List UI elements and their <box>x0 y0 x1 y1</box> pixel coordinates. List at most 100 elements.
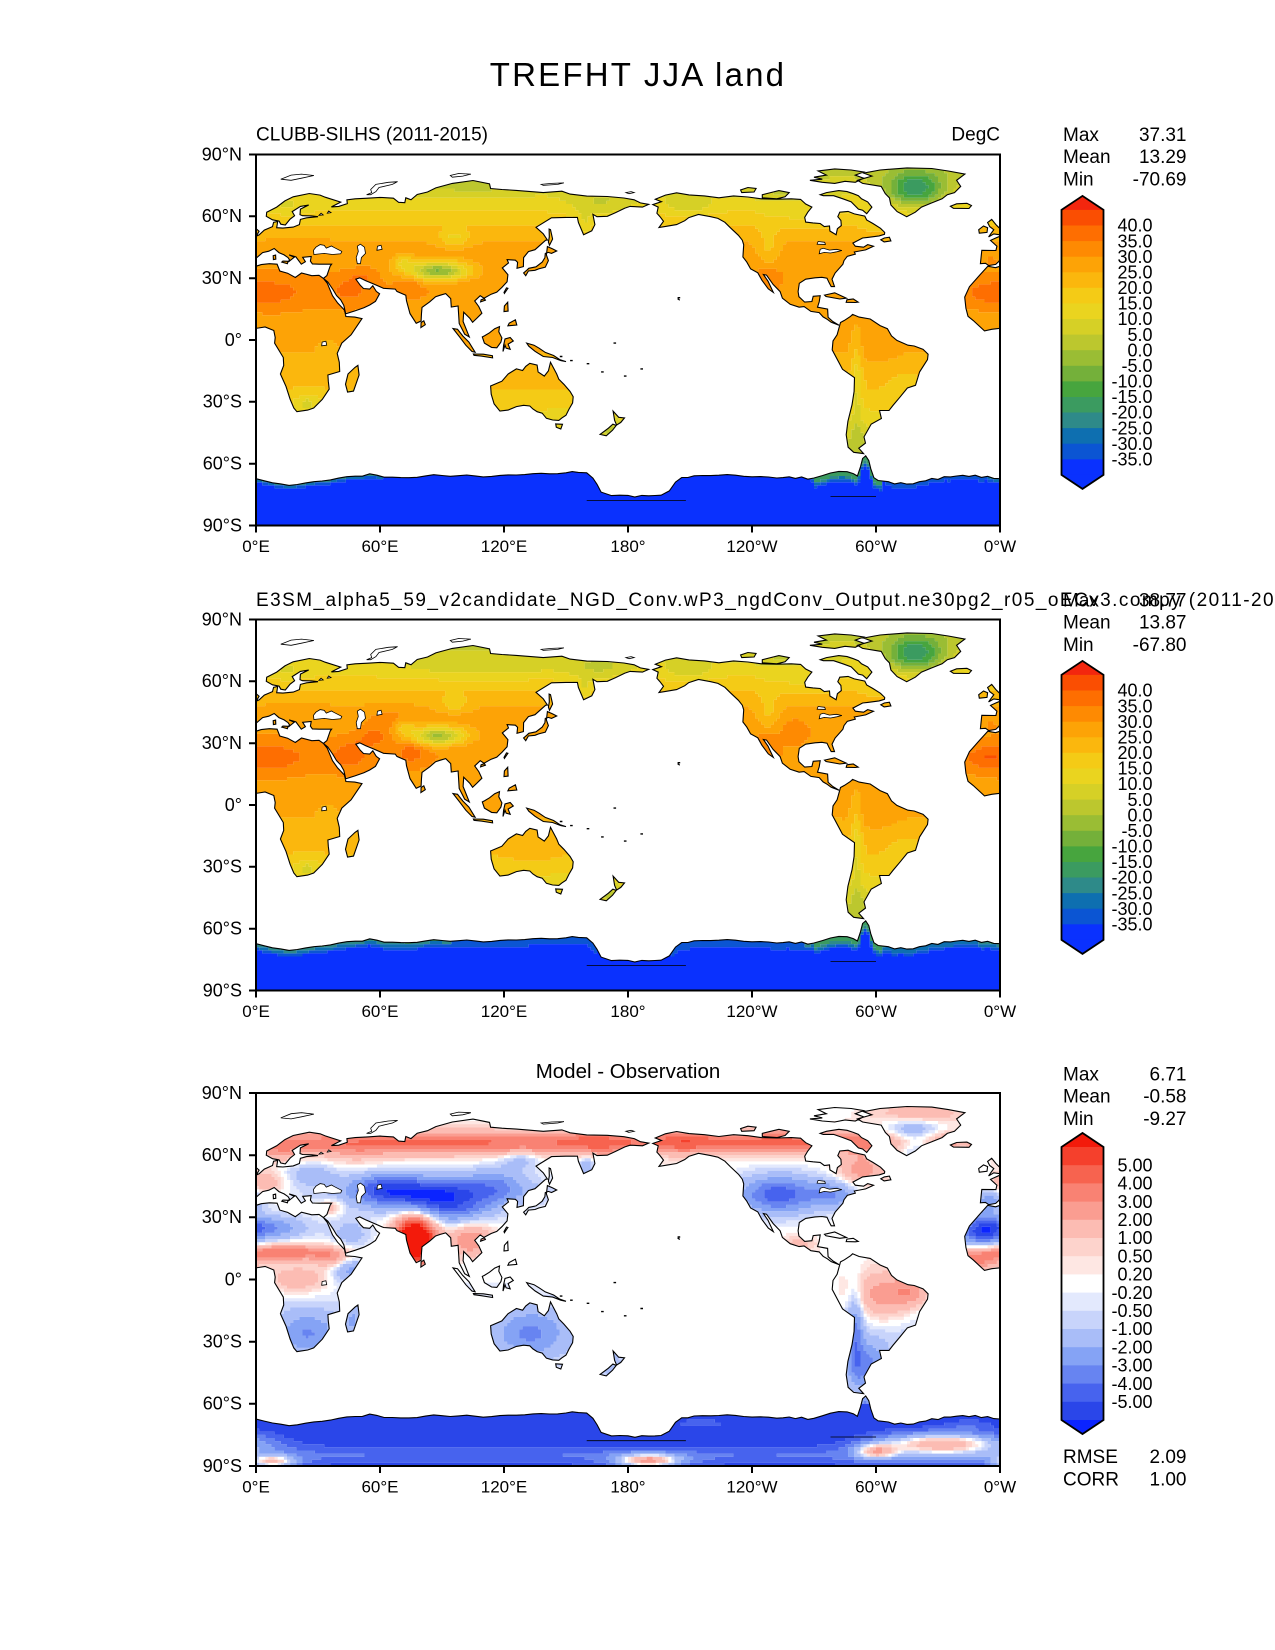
svg-text:35.0: 35.0 <box>1117 231 1152 251</box>
svg-text:38.77: 38.77 <box>1139 591 1187 612</box>
svg-text:30°S: 30°S <box>203 857 242 877</box>
svg-text:20.0: 20.0 <box>1117 743 1152 763</box>
svg-text:5.00: 5.00 <box>1117 1155 1152 1175</box>
svg-text:-10.0: -10.0 <box>1111 372 1152 392</box>
svg-text:60°N: 60°N <box>202 1145 242 1165</box>
svg-text:Max: Max <box>1063 1065 1099 1086</box>
svg-text:-4.00: -4.00 <box>1111 1374 1152 1394</box>
svg-text:120°E: 120°E <box>481 537 528 556</box>
svg-text:CORR: CORR <box>1063 1470 1119 1491</box>
svg-text:-5.00: -5.00 <box>1111 1392 1152 1412</box>
svg-text:5.0: 5.0 <box>1127 325 1152 345</box>
svg-text:0°: 0° <box>225 330 242 350</box>
svg-text:15.0: 15.0 <box>1117 759 1152 779</box>
svg-text:-15.0: -15.0 <box>1111 852 1152 872</box>
svg-text:37.31: 37.31 <box>1139 125 1187 146</box>
svg-text:-3.00: -3.00 <box>1111 1356 1152 1376</box>
svg-text:30°S: 30°S <box>203 1332 242 1352</box>
svg-text:90°S: 90°S <box>203 980 242 1000</box>
svg-text:Mean: Mean <box>1063 613 1111 634</box>
svg-text:120°W: 120°W <box>726 537 777 556</box>
svg-text:0°: 0° <box>225 795 242 815</box>
svg-text:60°W: 60°W <box>855 537 897 556</box>
svg-text:0.50: 0.50 <box>1117 1246 1152 1266</box>
svg-text:0°E: 0°E <box>242 1478 270 1497</box>
svg-text:0°E: 0°E <box>242 537 270 556</box>
svg-text:DegC: DegC <box>951 125 1000 146</box>
svg-text:60°N: 60°N <box>202 206 242 226</box>
svg-text:13.29: 13.29 <box>1139 147 1187 168</box>
svg-text:4.00: 4.00 <box>1117 1174 1152 1194</box>
svg-text:0.0: 0.0 <box>1127 340 1152 360</box>
svg-text:60°S: 60°S <box>203 919 242 939</box>
svg-text:30.0: 30.0 <box>1117 247 1152 267</box>
svg-text:Min: Min <box>1063 169 1094 190</box>
svg-text:-20.0: -20.0 <box>1111 403 1152 423</box>
svg-text:-0.50: -0.50 <box>1111 1301 1152 1321</box>
svg-text:5.0: 5.0 <box>1127 790 1152 810</box>
svg-text:20.0: 20.0 <box>1117 278 1152 298</box>
svg-text:60°E: 60°E <box>361 1002 398 1021</box>
svg-text:90°N: 90°N <box>202 1083 242 1103</box>
svg-text:RMSE: RMSE <box>1063 1447 1118 1468</box>
svg-text:3.00: 3.00 <box>1117 1192 1152 1212</box>
svg-text:120°E: 120°E <box>481 1478 528 1497</box>
svg-text:120°W: 120°W <box>726 1002 777 1021</box>
svg-text:40.0: 40.0 <box>1117 216 1152 236</box>
svg-text:-9.27: -9.27 <box>1143 1109 1186 1130</box>
svg-text:-5.0: -5.0 <box>1121 356 1152 376</box>
svg-text:Max: Max <box>1063 591 1099 612</box>
svg-text:30°S: 30°S <box>203 392 242 412</box>
svg-text:Min: Min <box>1063 635 1094 656</box>
svg-text:0°W: 0°W <box>984 1002 1016 1021</box>
svg-text:0°W: 0°W <box>984 537 1016 556</box>
svg-text:180°: 180° <box>610 537 645 556</box>
svg-text:-1.00: -1.00 <box>1111 1319 1152 1339</box>
svg-text:-10.0: -10.0 <box>1111 837 1152 857</box>
svg-text:30°N: 30°N <box>202 268 242 288</box>
svg-text:-70.69: -70.69 <box>1133 169 1187 190</box>
svg-text:180°: 180° <box>610 1002 645 1021</box>
svg-text:-2.00: -2.00 <box>1111 1337 1152 1357</box>
svg-text:-20.0: -20.0 <box>1111 868 1152 888</box>
svg-text:60°W: 60°W <box>855 1478 897 1497</box>
svg-text:-35.0: -35.0 <box>1111 915 1152 935</box>
svg-text:90°S: 90°S <box>203 1456 242 1476</box>
svg-text:1.00: 1.00 <box>1150 1470 1187 1491</box>
svg-text:15.0: 15.0 <box>1117 294 1152 314</box>
svg-text:Model - Observation: Model - Observation <box>536 1060 721 1083</box>
svg-text:180°: 180° <box>610 1478 645 1497</box>
svg-text:Mean: Mean <box>1063 147 1111 168</box>
svg-text:60°S: 60°S <box>203 1394 242 1414</box>
svg-text:35.0: 35.0 <box>1117 696 1152 716</box>
svg-text:30°N: 30°N <box>202 733 242 753</box>
svg-text:25.0: 25.0 <box>1117 728 1152 748</box>
svg-text:2.09: 2.09 <box>1150 1447 1187 1468</box>
svg-text:Mean: Mean <box>1063 1087 1111 1108</box>
svg-text:-67.80: -67.80 <box>1133 635 1187 656</box>
svg-text:E3SM_alpha5_59_v2candidate_NGD: E3SM_alpha5_59_v2candidate_NGD_Conv.wP3_… <box>256 590 1275 611</box>
svg-text:CLUBB-SILHS (2011-2015): CLUBB-SILHS (2011-2015) <box>256 125 488 146</box>
svg-text:2.00: 2.00 <box>1117 1210 1152 1230</box>
svg-text:90°N: 90°N <box>202 609 242 629</box>
svg-text:-15.0: -15.0 <box>1111 387 1152 407</box>
svg-text:60°E: 60°E <box>361 537 398 556</box>
svg-text:60°E: 60°E <box>361 1478 398 1497</box>
svg-text:120°W: 120°W <box>726 1478 777 1497</box>
svg-text:10.0: 10.0 <box>1117 774 1152 794</box>
svg-text:90°N: 90°N <box>202 144 242 164</box>
svg-text:-25.0: -25.0 <box>1111 883 1152 903</box>
svg-text:30.0: 30.0 <box>1117 712 1152 732</box>
svg-text:0°E: 0°E <box>242 1002 270 1021</box>
svg-text:60°N: 60°N <box>202 671 242 691</box>
svg-text:TREFHT JJA land: TREFHT JJA land <box>490 56 786 93</box>
svg-text:0.20: 0.20 <box>1117 1265 1152 1285</box>
svg-text:-5.0: -5.0 <box>1121 821 1152 841</box>
svg-text:Max: Max <box>1063 125 1099 146</box>
svg-text:0°: 0° <box>225 1269 242 1289</box>
svg-text:-25.0: -25.0 <box>1111 418 1152 438</box>
svg-text:30°N: 30°N <box>202 1207 242 1227</box>
svg-text:1.00: 1.00 <box>1117 1228 1152 1248</box>
svg-text:0.0: 0.0 <box>1127 805 1152 825</box>
svg-text:-35.0: -35.0 <box>1111 450 1152 470</box>
